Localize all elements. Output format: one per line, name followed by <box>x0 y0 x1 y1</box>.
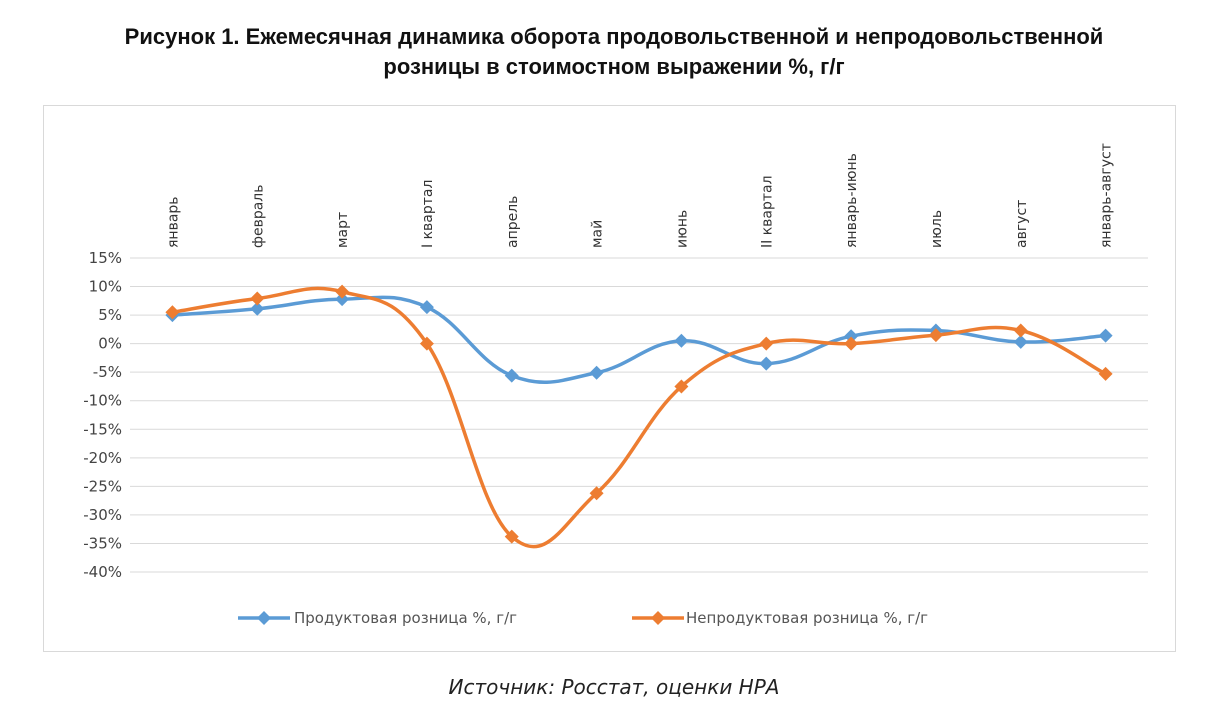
data-point <box>419 300 434 315</box>
y-tick-label: 5% <box>98 306 122 324</box>
y-tick-label: -30% <box>83 506 122 524</box>
data-point <box>1098 328 1113 343</box>
series-line <box>170 286 1108 549</box>
x-tick-label: январь-июнь <box>844 153 860 248</box>
data-point <box>759 356 774 371</box>
data-point <box>844 336 859 351</box>
x-tick-label: I квартал <box>420 180 436 248</box>
y-tick-label: -20% <box>83 449 122 467</box>
data-point <box>589 486 604 501</box>
chart-frame <box>43 105 1176 652</box>
y-tick-label: 0% <box>98 335 122 353</box>
x-tick-label: март <box>335 212 351 248</box>
data-point <box>504 529 519 544</box>
x-tick-label: апрель <box>505 196 521 248</box>
y-tick-label: -5% <box>93 363 122 381</box>
y-tick-label: -10% <box>83 392 122 410</box>
series-1 <box>165 292 1113 385</box>
data-point <box>1098 366 1113 381</box>
data-point <box>250 291 265 306</box>
data-point <box>928 328 943 343</box>
data-point <box>674 379 689 394</box>
data-point <box>335 284 350 299</box>
x-tick-label: июль <box>929 210 945 248</box>
data-point <box>250 301 265 316</box>
data-point <box>674 333 689 348</box>
y-tick-label: -35% <box>83 534 122 552</box>
grid-lines <box>130 257 1148 573</box>
source-note: Источник: Росстат, оценки НРА <box>448 675 780 699</box>
data-point <box>335 292 350 307</box>
series-layer <box>165 284 1113 549</box>
legend: Продуктовая розница %, г/г Непродуктовая … <box>238 609 928 627</box>
series-line <box>170 295 1108 385</box>
legend-label: Продуктовая розница %, г/г <box>294 609 517 627</box>
y-tick-label: -15% <box>83 420 122 438</box>
x-tick-label: II квартал <box>759 175 775 248</box>
y-tick-label: 10% <box>89 278 122 296</box>
chart-title-line-2: розницы в стоимостном выражении %, г/г <box>383 54 845 79</box>
data-point <box>419 336 434 351</box>
x-tick-label: январь-август <box>1099 143 1115 248</box>
series-2 <box>165 284 1113 549</box>
x-tick-label: февраль <box>250 185 266 249</box>
data-point <box>844 329 859 344</box>
data-point <box>1013 323 1028 338</box>
x-axis-ticks: январь февраль март I квартал апрель май июнь I… <box>165 143 1114 248</box>
legend-item-2: Непродуктовая розница %, г/г <box>632 609 928 627</box>
x-tick-label: январь <box>165 196 181 248</box>
legend-label: Непродуктовая розница %, г/г <box>686 609 928 627</box>
data-point <box>504 368 519 383</box>
legend-item-1: Продуктовая розница %, г/г <box>238 609 517 627</box>
data-point <box>1013 334 1028 349</box>
x-tick-label: май <box>590 220 606 248</box>
chart-title-line-1: Рисунок 1. Ежемесячная динамика оборота … <box>124 24 1104 49</box>
chart-title: Рисунок 1. Ежемесячная динамика оборота … <box>0 22 1228 82</box>
legend-marker <box>257 611 271 625</box>
x-tick-label: август <box>1014 200 1030 248</box>
y-tick-label: -25% <box>83 477 122 495</box>
y-tick-label: -40% <box>83 563 122 581</box>
data-point <box>165 305 180 320</box>
data-point <box>759 336 774 351</box>
data-point <box>589 365 604 380</box>
y-tick-label: 15% <box>89 249 122 267</box>
y-axis-ticks: 15% 10% 5% 0% -5% -10% -15% -20% -25% -30% -35% -40… <box>83 249 122 581</box>
legend-marker <box>651 611 665 625</box>
x-tick-label: июнь <box>674 210 690 248</box>
